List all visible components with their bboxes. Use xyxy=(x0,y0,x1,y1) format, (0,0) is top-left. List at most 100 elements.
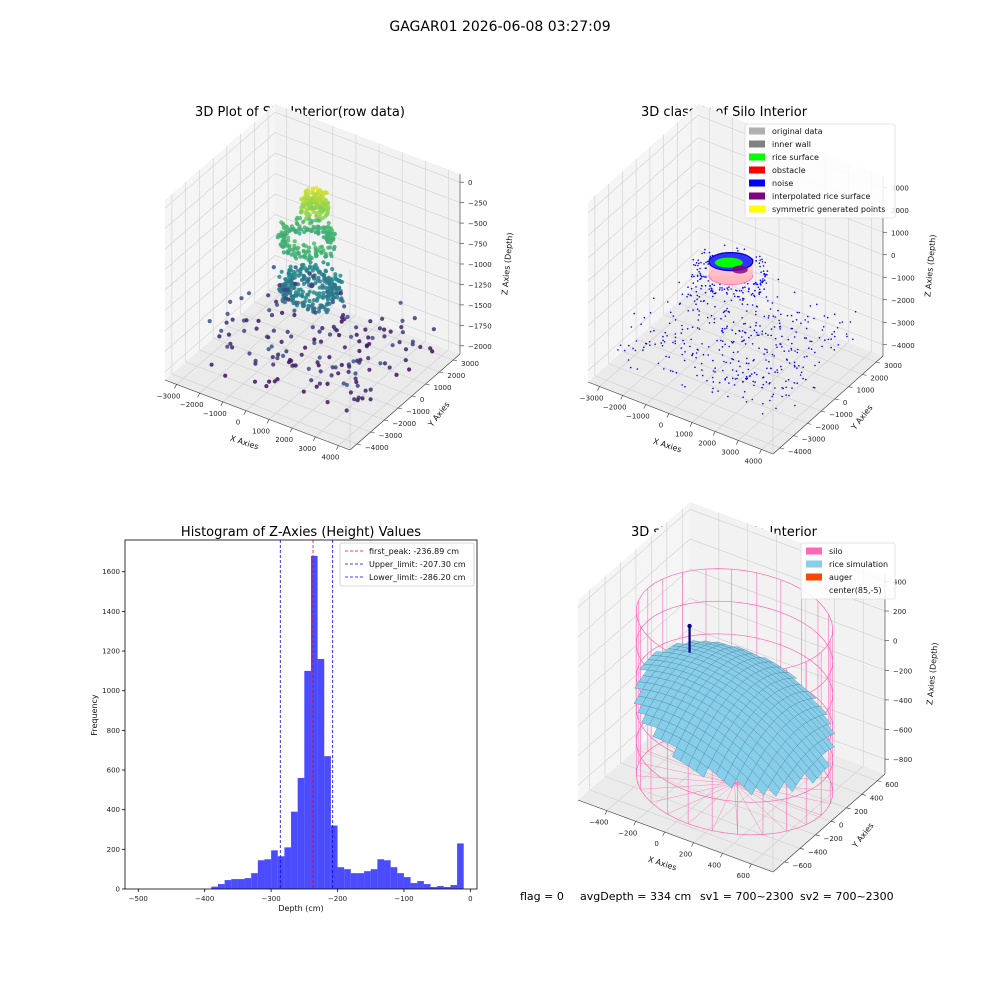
noise-point xyxy=(774,316,776,318)
noise-point xyxy=(790,327,793,330)
raw-point xyxy=(292,254,297,259)
noise-point xyxy=(758,262,761,265)
legend-label: Lower_limit: -286.20 cm xyxy=(369,573,466,582)
noise-point xyxy=(645,342,648,345)
noise-point xyxy=(728,382,730,384)
raw-point xyxy=(325,381,330,386)
p4-z-tick-label: −200 xyxy=(893,667,912,675)
raw-point xyxy=(313,262,318,268)
p2-x-tick xyxy=(620,395,623,400)
noise-point xyxy=(831,333,833,336)
histogram-bar xyxy=(377,859,385,889)
raw-point xyxy=(309,378,314,383)
p1-x-tick-label: −2000 xyxy=(180,401,204,409)
p2-x-tick-label: 2000 xyxy=(698,440,716,448)
p4-x-tick-label: −200 xyxy=(618,829,637,837)
raw-point xyxy=(331,295,336,300)
noise-point xyxy=(793,366,796,368)
histogram-bar xyxy=(291,811,298,889)
raw-point xyxy=(293,281,298,286)
noise-point xyxy=(755,321,757,324)
p2-grid-y xyxy=(663,314,849,387)
noise-point xyxy=(737,360,740,363)
histogram-bar xyxy=(244,878,252,889)
noise-point xyxy=(731,357,733,360)
raw-point xyxy=(226,332,232,337)
noise-point xyxy=(747,283,749,285)
noise-point xyxy=(726,376,728,379)
raw-point xyxy=(322,278,327,283)
noise-point xyxy=(674,319,677,321)
noise-point xyxy=(709,255,712,258)
raw-point xyxy=(310,302,315,307)
p4-y-tick xyxy=(846,807,851,810)
p4-z-tick-label: 200 xyxy=(893,608,906,616)
noise-point xyxy=(726,307,728,310)
noise-point xyxy=(751,398,754,401)
noise-point xyxy=(714,305,716,308)
noise-point xyxy=(742,291,744,294)
p1-y-tick-label: 3000 xyxy=(461,360,479,368)
noise-point xyxy=(705,261,707,264)
raw-point xyxy=(318,194,323,199)
noise-point xyxy=(674,340,676,342)
noise-point xyxy=(712,381,715,383)
p4-grid-y xyxy=(589,789,785,863)
y-tick-label: 1600 xyxy=(102,568,120,576)
raw-point xyxy=(294,301,299,306)
raw-point xyxy=(306,303,311,309)
noise-point xyxy=(689,345,691,348)
raw-point xyxy=(318,206,323,211)
raw-point xyxy=(209,362,214,367)
silo-bottom-spoke xyxy=(688,783,735,824)
p4-y-tick-label: 0 xyxy=(839,821,843,829)
noise-point xyxy=(764,274,766,276)
noise-point xyxy=(796,382,799,385)
noise-point xyxy=(727,395,729,398)
noise-point xyxy=(777,278,780,281)
noise-point xyxy=(723,310,726,313)
histogram-bar xyxy=(337,867,345,889)
p1-grid-z xyxy=(274,111,461,183)
y-tick-label: 200 xyxy=(107,846,120,854)
legend-label: obstacle xyxy=(772,166,806,175)
raw-point xyxy=(418,344,423,350)
noise-point xyxy=(752,283,755,285)
noise-point xyxy=(634,349,637,352)
raw-point xyxy=(279,269,284,274)
noise-point xyxy=(711,288,713,290)
legend-swatch xyxy=(749,127,765,135)
noise-point xyxy=(776,369,778,371)
noise-point xyxy=(703,263,705,265)
silo-bottom-spoke xyxy=(640,783,735,790)
noise-point xyxy=(796,367,798,369)
noise-point xyxy=(667,301,669,303)
noise-point xyxy=(657,362,660,365)
noise-point xyxy=(758,347,760,350)
raw-point xyxy=(271,362,276,367)
noise-point xyxy=(746,377,749,380)
noise-point xyxy=(712,359,714,362)
p1-y-tick xyxy=(425,383,430,386)
noise-point xyxy=(849,321,852,323)
p2-grid-z xyxy=(587,227,699,326)
noise-point xyxy=(741,381,744,383)
noise-point xyxy=(706,316,709,319)
noise-point xyxy=(660,342,663,344)
raw-point xyxy=(388,329,393,334)
p1-grid-z xyxy=(164,214,276,311)
noise-point xyxy=(775,344,777,346)
noise-point xyxy=(800,371,803,374)
raw-point xyxy=(301,219,306,224)
noise-point xyxy=(760,271,762,274)
p2-y-tick xyxy=(876,361,881,364)
noise-point xyxy=(812,386,815,389)
noise-point xyxy=(683,342,686,345)
noise-point xyxy=(716,339,718,342)
raw-point xyxy=(297,292,303,297)
raw-point xyxy=(299,227,304,232)
raw-point xyxy=(303,211,308,216)
p2-z-tick-label: 1000 xyxy=(891,229,909,237)
noise-point xyxy=(635,340,638,342)
p2-y-tick-label: −4000 xyxy=(788,448,812,456)
